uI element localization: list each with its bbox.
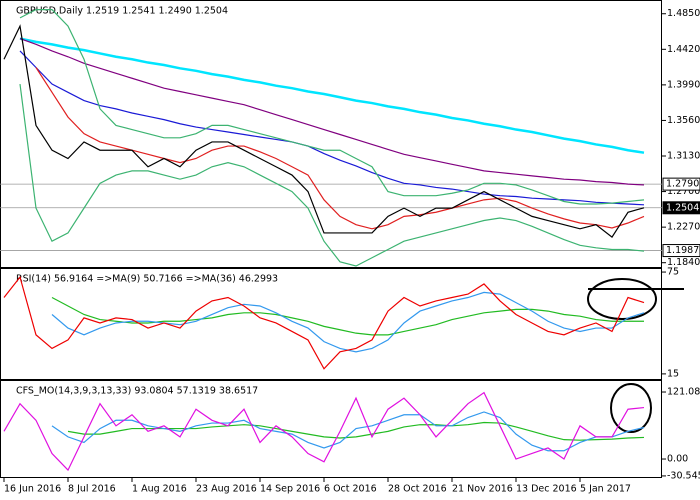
y-tick-label: 75 bbox=[667, 267, 679, 278]
x-tick-label: 6 Oct 2016 bbox=[324, 484, 377, 495]
series-line bbox=[3, 275, 645, 370]
x-tick-label: 14 Sep 2016 bbox=[260, 484, 320, 495]
x-tick-label: 16 Jun 2016 bbox=[4, 484, 61, 495]
rsi-panel bbox=[0, 268, 662, 380]
x-tick-label: 23 Aug 2016 bbox=[196, 484, 257, 495]
y-tick-label: 1.4850 bbox=[667, 8, 700, 19]
series-line bbox=[19, 83, 645, 267]
series-line bbox=[51, 296, 644, 336]
oscillator-panel bbox=[0, 380, 662, 478]
panel-title: CFS_MO(14,3,9,3,13,33) 93.0804 57.1319 3… bbox=[16, 386, 258, 397]
level-label: 1.2790 bbox=[666, 179, 699, 190]
level-label: 1.2504 bbox=[666, 202, 699, 213]
y-tick-label: 1.4420 bbox=[667, 44, 700, 55]
series-line bbox=[19, 37, 645, 186]
series-line bbox=[19, 37, 645, 154]
series-line bbox=[19, 9, 645, 205]
x-tick-label: 21 Nov 2016 bbox=[452, 484, 513, 495]
x-tick-label: 5 Jan 2017 bbox=[580, 484, 631, 495]
series-line bbox=[51, 411, 645, 452]
level-box bbox=[662, 244, 700, 258]
x-tick-label: 28 Oct 2016 bbox=[388, 484, 447, 495]
level-label: 1.1987 bbox=[666, 245, 699, 256]
y-tick-label: 1.3990 bbox=[667, 79, 700, 90]
series-line bbox=[35, 67, 645, 230]
y-tick-label: 1.1840 bbox=[667, 257, 700, 268]
annotation-ellipse bbox=[587, 278, 657, 320]
series-line bbox=[3, 24, 645, 238]
x-tick-label: 13 Dec 2016 bbox=[516, 484, 577, 495]
panel-title: RSI(14) 56.9164 =>MA(9) 50.7166 =>MA(36)… bbox=[16, 274, 278, 285]
y-tick-label: -30.5452 bbox=[667, 470, 700, 481]
y-tick-label: 1.3560 bbox=[667, 115, 700, 126]
y-tick-label: 1.2700 bbox=[667, 186, 700, 197]
y-tick-label: 15 bbox=[667, 368, 679, 379]
x-tick-label: 1 Aug 2016 bbox=[132, 484, 187, 495]
level-box bbox=[662, 201, 700, 215]
y-tick-label: 0.00 bbox=[667, 454, 688, 465]
panel-title: GBPUSD,Daily 1.2519 1.2541 1.2490 1.2504 bbox=[16, 6, 228, 17]
x-tick-label: 8 Jul 2016 bbox=[68, 484, 116, 495]
y-tick-label: 121.0894 bbox=[667, 387, 700, 398]
price-panel bbox=[0, 0, 662, 268]
series-line bbox=[3, 391, 645, 472]
series-line bbox=[19, 50, 645, 206]
y-tick-label: 1.3130 bbox=[667, 151, 700, 162]
level-box bbox=[662, 177, 700, 191]
annotation-ellipse bbox=[610, 383, 652, 433]
y-tick-label: 1.2270 bbox=[667, 222, 700, 233]
